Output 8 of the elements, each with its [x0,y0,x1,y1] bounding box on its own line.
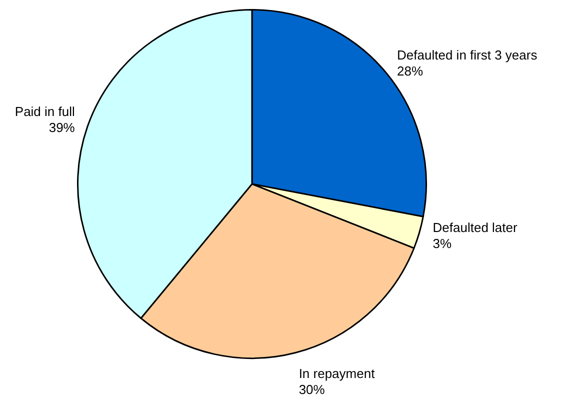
data-label: 39% [48,120,76,135]
data-label: 28% [397,64,424,79]
slice-label: Defaulted later [432,220,518,236]
slice-label: Paid in full [14,104,75,119]
data-label: 30% [298,382,326,397]
slice-label: In repayment [298,366,376,381]
slice-label: Defaulted in first 3 years [397,48,538,63]
data-label: 3% [432,236,452,252]
